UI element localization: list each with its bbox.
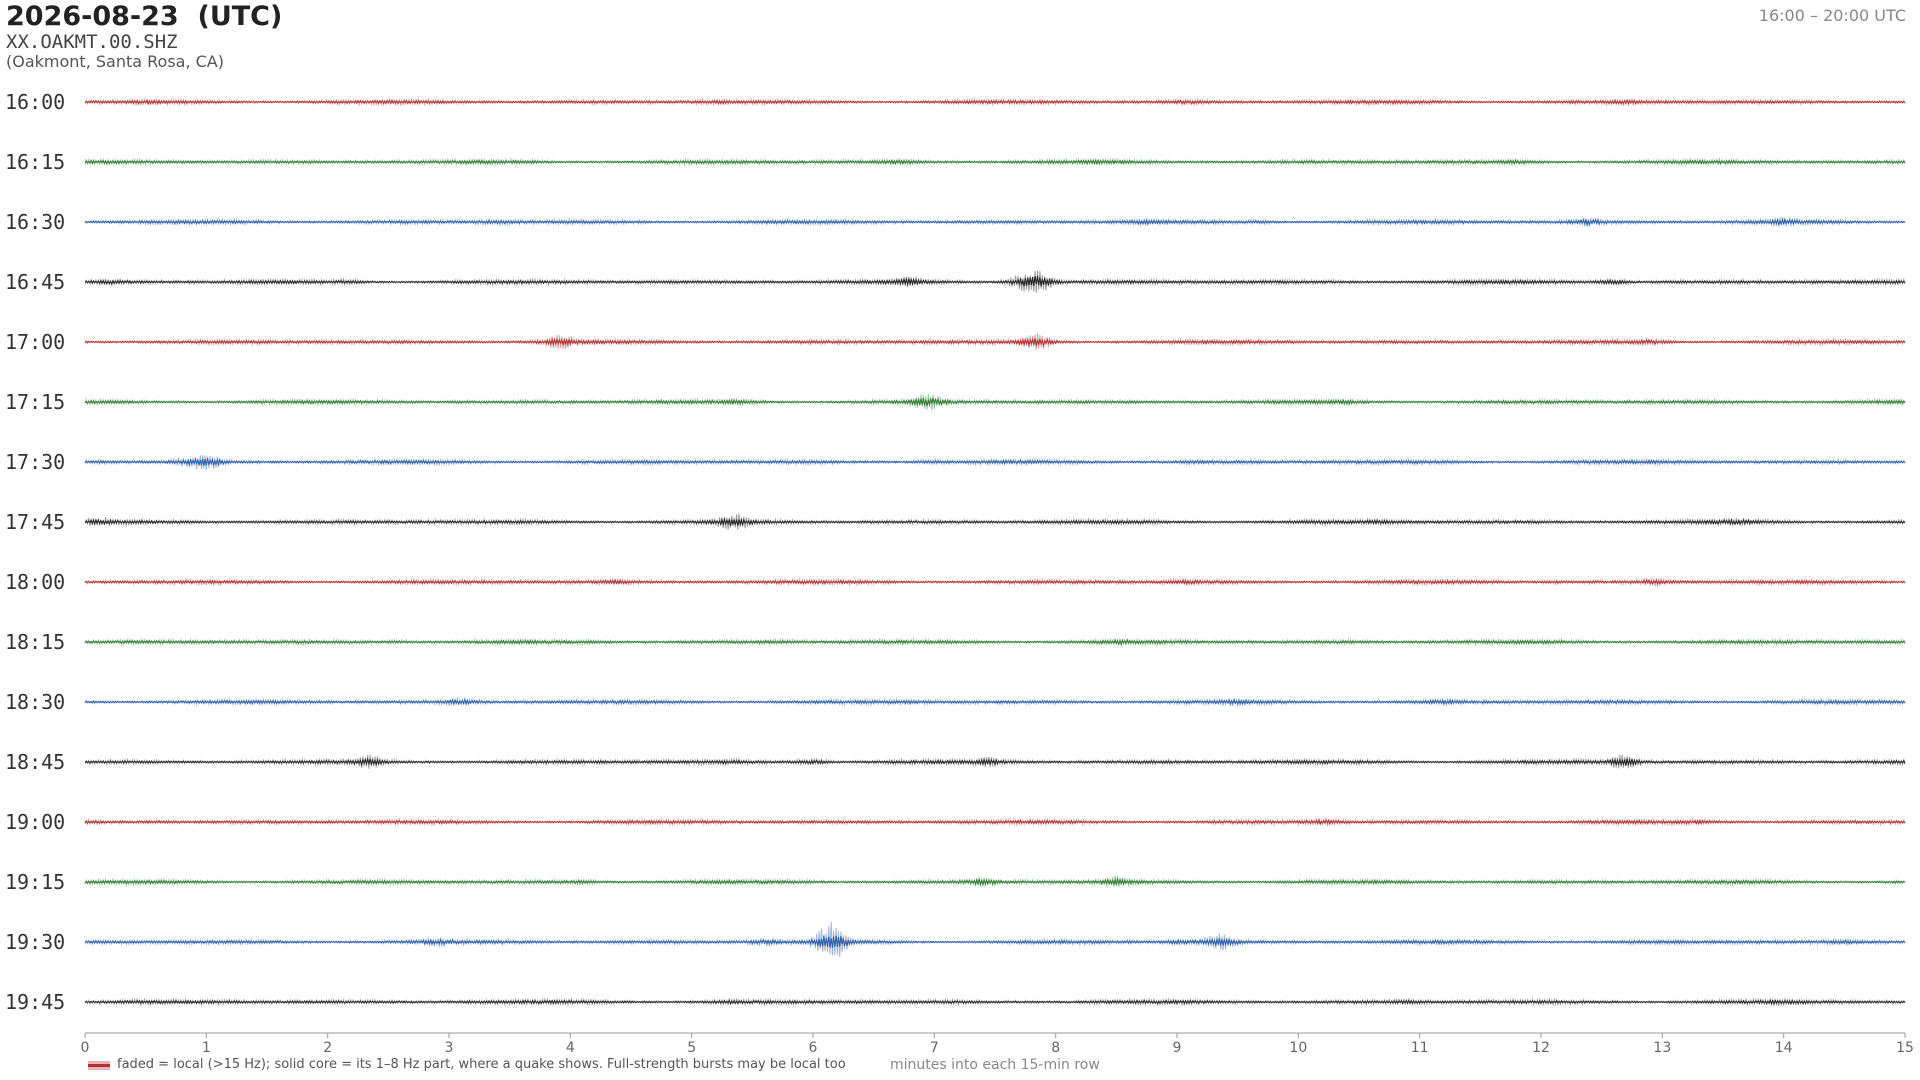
x-tick-label: 9	[1173, 1040, 1182, 1056]
trace-quake-band	[84, 757, 1906, 767]
row-time-label: 16:45	[5, 270, 65, 294]
x-tick-label: 14	[1775, 1040, 1793, 1056]
x-tick-label: 1	[202, 1040, 211, 1056]
trace-quake-band	[84, 935, 1906, 948]
trace-quake-band	[84, 578, 1906, 586]
x-tick-label: 7	[930, 1040, 939, 1056]
legend-swatch-core	[88, 1064, 110, 1067]
chart-title: 2026-08-23 (UTC)	[6, 1, 283, 32]
trace-quake-band	[84, 337, 1906, 348]
x-tick-label: 6	[809, 1040, 818, 1056]
row-time-label: 17:45	[5, 510, 65, 534]
row-time-label: 18:00	[5, 570, 65, 594]
trace-quake-band	[84, 457, 1906, 467]
row-time-label: 18:30	[5, 690, 65, 714]
row-time-label: 19:00	[5, 810, 65, 834]
trace-quake-band	[84, 877, 1906, 887]
trace-quake-band	[84, 217, 1906, 227]
trace-local-band	[84, 754, 1906, 769]
x-axis: 0 1 2 3 4 5 6 7 8 9 10 11 12 13 14 15	[81, 1032, 1914, 1056]
trace-quake-band	[84, 98, 1906, 106]
trace-quake-band	[84, 158, 1906, 166]
row-time-label: 18:15	[5, 630, 65, 654]
row-time-label: 16:30	[5, 210, 65, 234]
time-range: 16:00 – 20:00 UTC	[1758, 6, 1906, 25]
x-tick-label: 13	[1653, 1040, 1671, 1056]
x-tick-label: 0	[81, 1040, 90, 1056]
x-tick-label: 15	[1896, 1040, 1914, 1056]
x-tick-label: 11	[1411, 1040, 1429, 1056]
trace-local-band	[84, 333, 1906, 350]
x-tick-label: 5	[687, 1040, 696, 1056]
trace-rows: 16:00 16:15 16:30 16:45 17:00 17:15 17:30 17:45…	[5, 90, 1906, 1014]
trace-local-band	[84, 921, 1906, 958]
station-location: (Oakmont, Santa Rosa, CA)	[6, 52, 224, 71]
x-tick-label: 2	[323, 1040, 332, 1056]
legend-note: faded = local (>15 Hz); solid core = its…	[117, 1057, 846, 1072]
trace-quake-band	[84, 638, 1906, 646]
x-axis-label: minutes into each 15-min row	[890, 1057, 1100, 1073]
trace-quake-band	[84, 698, 1906, 706]
trace-local-band	[84, 577, 1906, 587]
trace-local-band	[84, 817, 1906, 827]
trace-quake-band	[84, 276, 1906, 287]
x-tick-label: 4	[566, 1040, 575, 1056]
trace-quake-band	[84, 998, 1906, 1006]
trace-quake-band	[84, 516, 1906, 527]
row-time-label: 19:45	[5, 990, 65, 1014]
trace-quake-band	[84, 818, 1906, 826]
station-code: XX.OAKMT.00.SHZ	[6, 31, 178, 53]
row-time-label: 17:30	[5, 450, 65, 474]
trace-local-band	[84, 454, 1906, 471]
trace-local-band	[84, 393, 1906, 411]
row-time-label: 19:30	[5, 930, 65, 954]
row-time-label: 16:15	[5, 150, 65, 174]
row-time-label: 16:00	[5, 90, 65, 114]
row-time-label: 17:00	[5, 330, 65, 354]
x-tick-label: 3	[445, 1040, 454, 1056]
row-time-label: 18:45	[5, 750, 65, 774]
x-tick-label: 12	[1532, 1040, 1550, 1056]
x-tick-label: 10	[1289, 1040, 1307, 1056]
trace-quake-band	[84, 397, 1906, 407]
row-time-label: 19:15	[5, 870, 65, 894]
legend-swatch	[88, 1061, 110, 1070]
row-time-label: 17:15	[5, 390, 65, 414]
x-tick-label: 8	[1051, 1040, 1060, 1056]
